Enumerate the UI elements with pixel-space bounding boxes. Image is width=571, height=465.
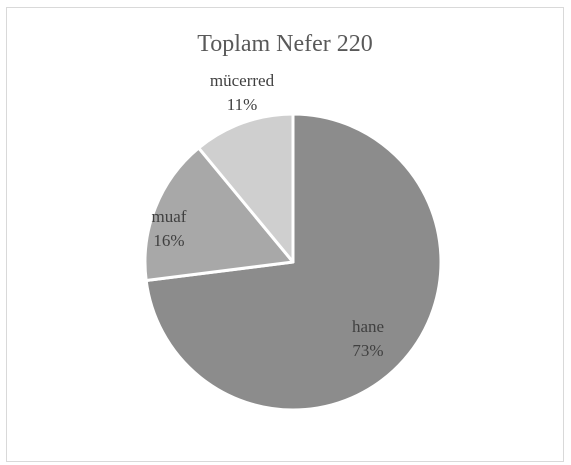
slice-category-label: muaf [152,207,187,226]
pie-slice-3 [197,112,295,264]
slice-percentage-label: 73% [352,341,383,360]
chart-title: Toplam Nefer 220 [197,31,373,57]
pie-slice-2 [143,146,295,283]
slice-category-label: hane [352,317,384,336]
slice-percentage-label: 16% [153,231,184,250]
slice-percentage-label: 11% [227,95,258,114]
slice-category-label: mücerred [210,71,275,90]
